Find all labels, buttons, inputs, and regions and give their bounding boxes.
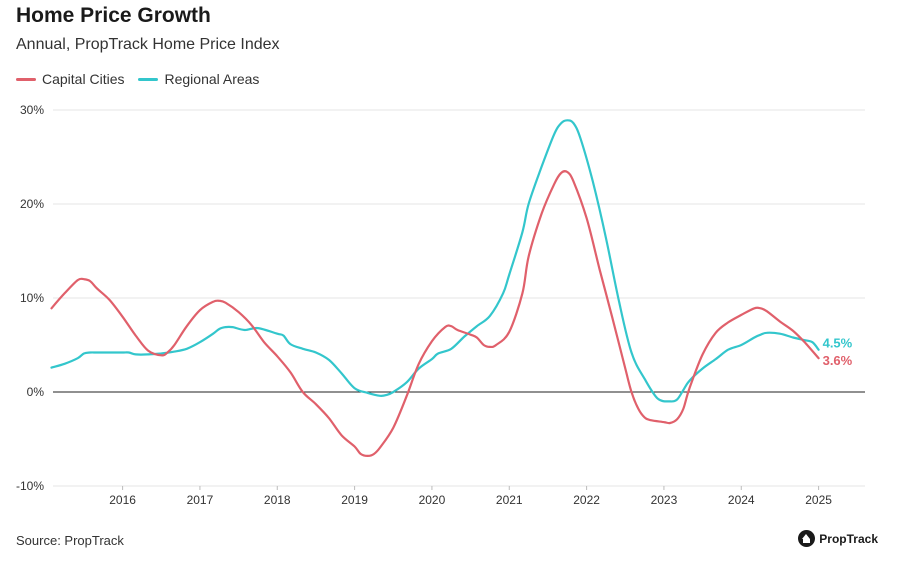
- x-tick-label: 2023: [651, 493, 678, 507]
- end-label-regional-areas: 4.5%: [823, 336, 853, 351]
- logo-text: PropTrack: [819, 531, 878, 546]
- source-note: Source: PropTrack: [16, 533, 124, 548]
- legend-item-capital-cities: Capital Cities: [16, 71, 124, 87]
- series-line-regional-areas: [50, 119, 820, 403]
- y-tick-label: -10%: [16, 479, 44, 493]
- x-tick-label: 2019: [341, 493, 368, 507]
- proptrack-logo: PropTrack: [798, 530, 878, 547]
- y-tick-label: 30%: [20, 103, 44, 117]
- y-tick-label: 20%: [20, 197, 44, 211]
- x-tick-label: 2020: [419, 493, 446, 507]
- x-tick-label: 2025: [805, 493, 832, 507]
- x-tick-label: 2016: [109, 493, 136, 507]
- legend-item-regional-areas: Regional Areas: [138, 71, 259, 87]
- legend-swatch-capital-cities: [16, 77, 36, 81]
- house-icon: [798, 530, 816, 547]
- legend: Capital Cities Regional Areas: [16, 71, 259, 87]
- x-tick-label: 2022: [573, 493, 600, 507]
- legend-label-regional-areas: Regional Areas: [164, 71, 260, 87]
- legend-swatch-regional-areas: [138, 77, 159, 81]
- chart-subtitle: Annual, PropTrack Home Price Index: [16, 36, 280, 53]
- x-tick-label: 2018: [264, 493, 291, 507]
- legend-label-capital-cities: Capital Cities: [42, 71, 125, 87]
- y-tick-label: 10%: [20, 291, 44, 305]
- y-tick-label: 0%: [27, 385, 45, 399]
- end-label-capital-cities: 3.6%: [823, 353, 853, 368]
- series-line-capital-cities: [50, 170, 820, 457]
- chart-title: Home Price Growth: [16, 4, 211, 27]
- x-tick-label: 2021: [496, 493, 523, 507]
- x-tick-label: 2017: [187, 493, 214, 507]
- x-tick-label: 2024: [728, 493, 755, 507]
